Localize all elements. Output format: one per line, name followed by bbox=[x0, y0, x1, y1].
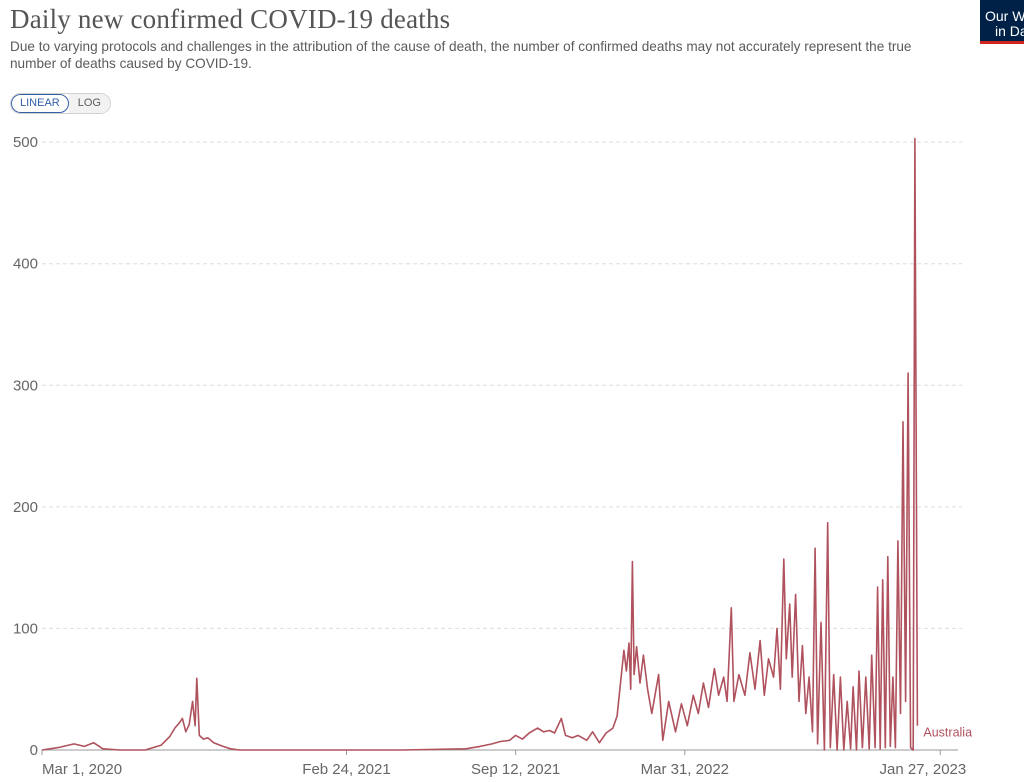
y-axis-ticks: 0 100 200 300 400 500 bbox=[13, 134, 38, 759]
logo-accent-bar bbox=[980, 41, 1024, 44]
x-axis-ticks: Mar 1, 2020 Feb 24, 2021 Sep 12, 2021 Mar 3… bbox=[41, 750, 966, 778]
chart-subtitle: Due to varying protocols and challenges … bbox=[10, 39, 912, 71]
y-tick-label: 400 bbox=[13, 256, 38, 273]
owid-logo[interactable]: Our World in Data bbox=[980, 0, 1024, 44]
x-tick-label: Mar 1, 2020 bbox=[42, 761, 122, 778]
y-tick-label: 0 bbox=[30, 742, 38, 759]
chart-title: Daily new confirmed COVID-19 deaths bbox=[10, 4, 451, 34]
logo-line-2: in Data bbox=[995, 23, 1024, 39]
series-label-australia[interactable]: Australia bbox=[923, 726, 972, 740]
x-tick-label: Sep 12, 2021 bbox=[471, 761, 560, 778]
logo-line-1: Our World bbox=[985, 8, 1024, 24]
y-tick-label: 500 bbox=[13, 134, 38, 151]
x-tick-label: Feb 24, 2021 bbox=[302, 761, 390, 778]
scale-toggle[interactable]: LINEAR LOG bbox=[10, 93, 111, 114]
y-tick-label: 100 bbox=[13, 620, 38, 637]
x-tick-label: Mar 31, 2022 bbox=[641, 761, 729, 778]
y-tick-label: 200 bbox=[13, 499, 38, 516]
gridlines bbox=[42, 141, 962, 629]
x-tick-label: Jan 27, 2023 bbox=[879, 761, 966, 778]
linear-scale-button[interactable]: LINEAR bbox=[11, 94, 69, 113]
log-scale-button[interactable]: LOG bbox=[68, 94, 110, 113]
y-tick-label: 300 bbox=[13, 377, 38, 394]
series-line-australia[interactable] bbox=[41, 137, 919, 751]
